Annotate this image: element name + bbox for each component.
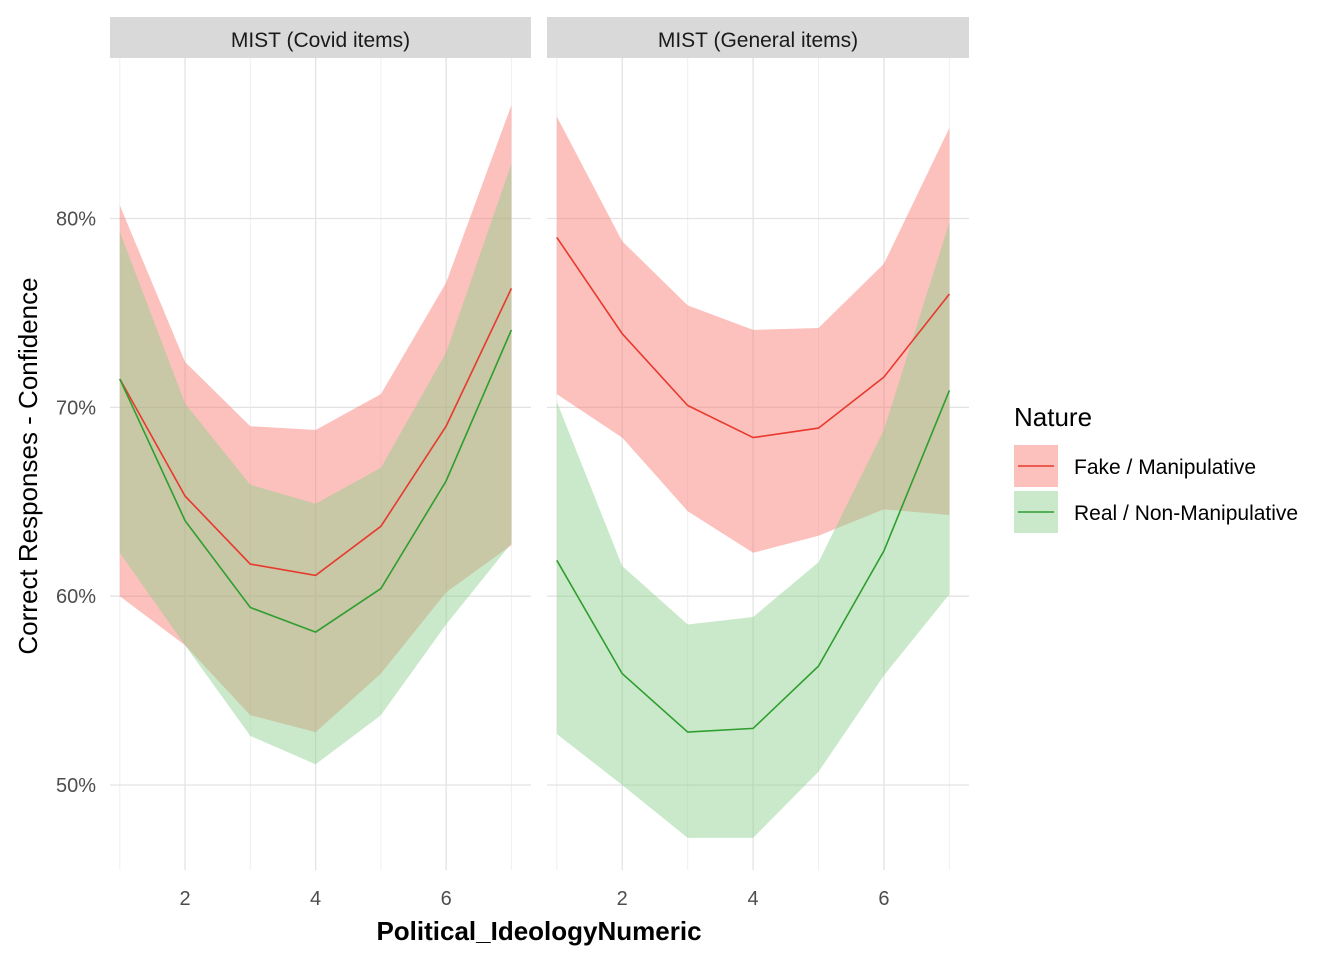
panel-strip [110,17,531,58]
x-tick-label: 4 [748,888,759,910]
series-line-real [119,329,513,633]
confidence-ribbon-fake [556,116,950,553]
x-tick-label: 2 [179,888,190,910]
series-line-real [556,390,951,733]
y-tick-label: 80% [56,209,96,231]
gridlines [547,58,969,870]
panel-1: MIST (Covid items) 2 4 6 [110,17,531,910]
x-tick-label: 6 [878,888,889,910]
y-tick-label: 60% [56,586,96,608]
y-tick-label: 70% [56,397,96,419]
confidence-ribbon-fake [119,105,512,733]
y-axis-title: Correct Responses - Confidence [13,277,43,654]
legend-title: Nature [1014,402,1092,432]
panel-title: MIST (Covid items) [231,29,410,52]
gridlines [110,58,531,870]
legend: Nature Fake / Manipulative Real / Non-Mani… [1014,402,1298,533]
panel-2: MIST (General items) 2 4 6 [547,17,969,910]
legend-item: Fake / Manipulative [1014,445,1256,487]
legend-label: Fake / Manipulative [1074,456,1256,479]
x-tick-label: 6 [441,888,452,910]
x-tick-label: 4 [310,888,321,910]
y-tick-label: 50% [56,775,96,797]
series-line-fake [556,236,951,439]
confidence-ribbon-real [556,222,950,838]
legend-label: Real / Non-Manipulative [1074,502,1298,525]
panel-title: MIST (General items) [658,29,858,52]
legend-item: Real / Non-Manipulative [1014,491,1298,533]
series-line-fake [119,288,513,577]
x-tick-label: 2 [617,888,628,910]
panel-strip [547,17,969,58]
x-axis-title: Political_IdeologyNumeric [376,916,701,946]
confidence-ribbon-real [119,163,512,765]
